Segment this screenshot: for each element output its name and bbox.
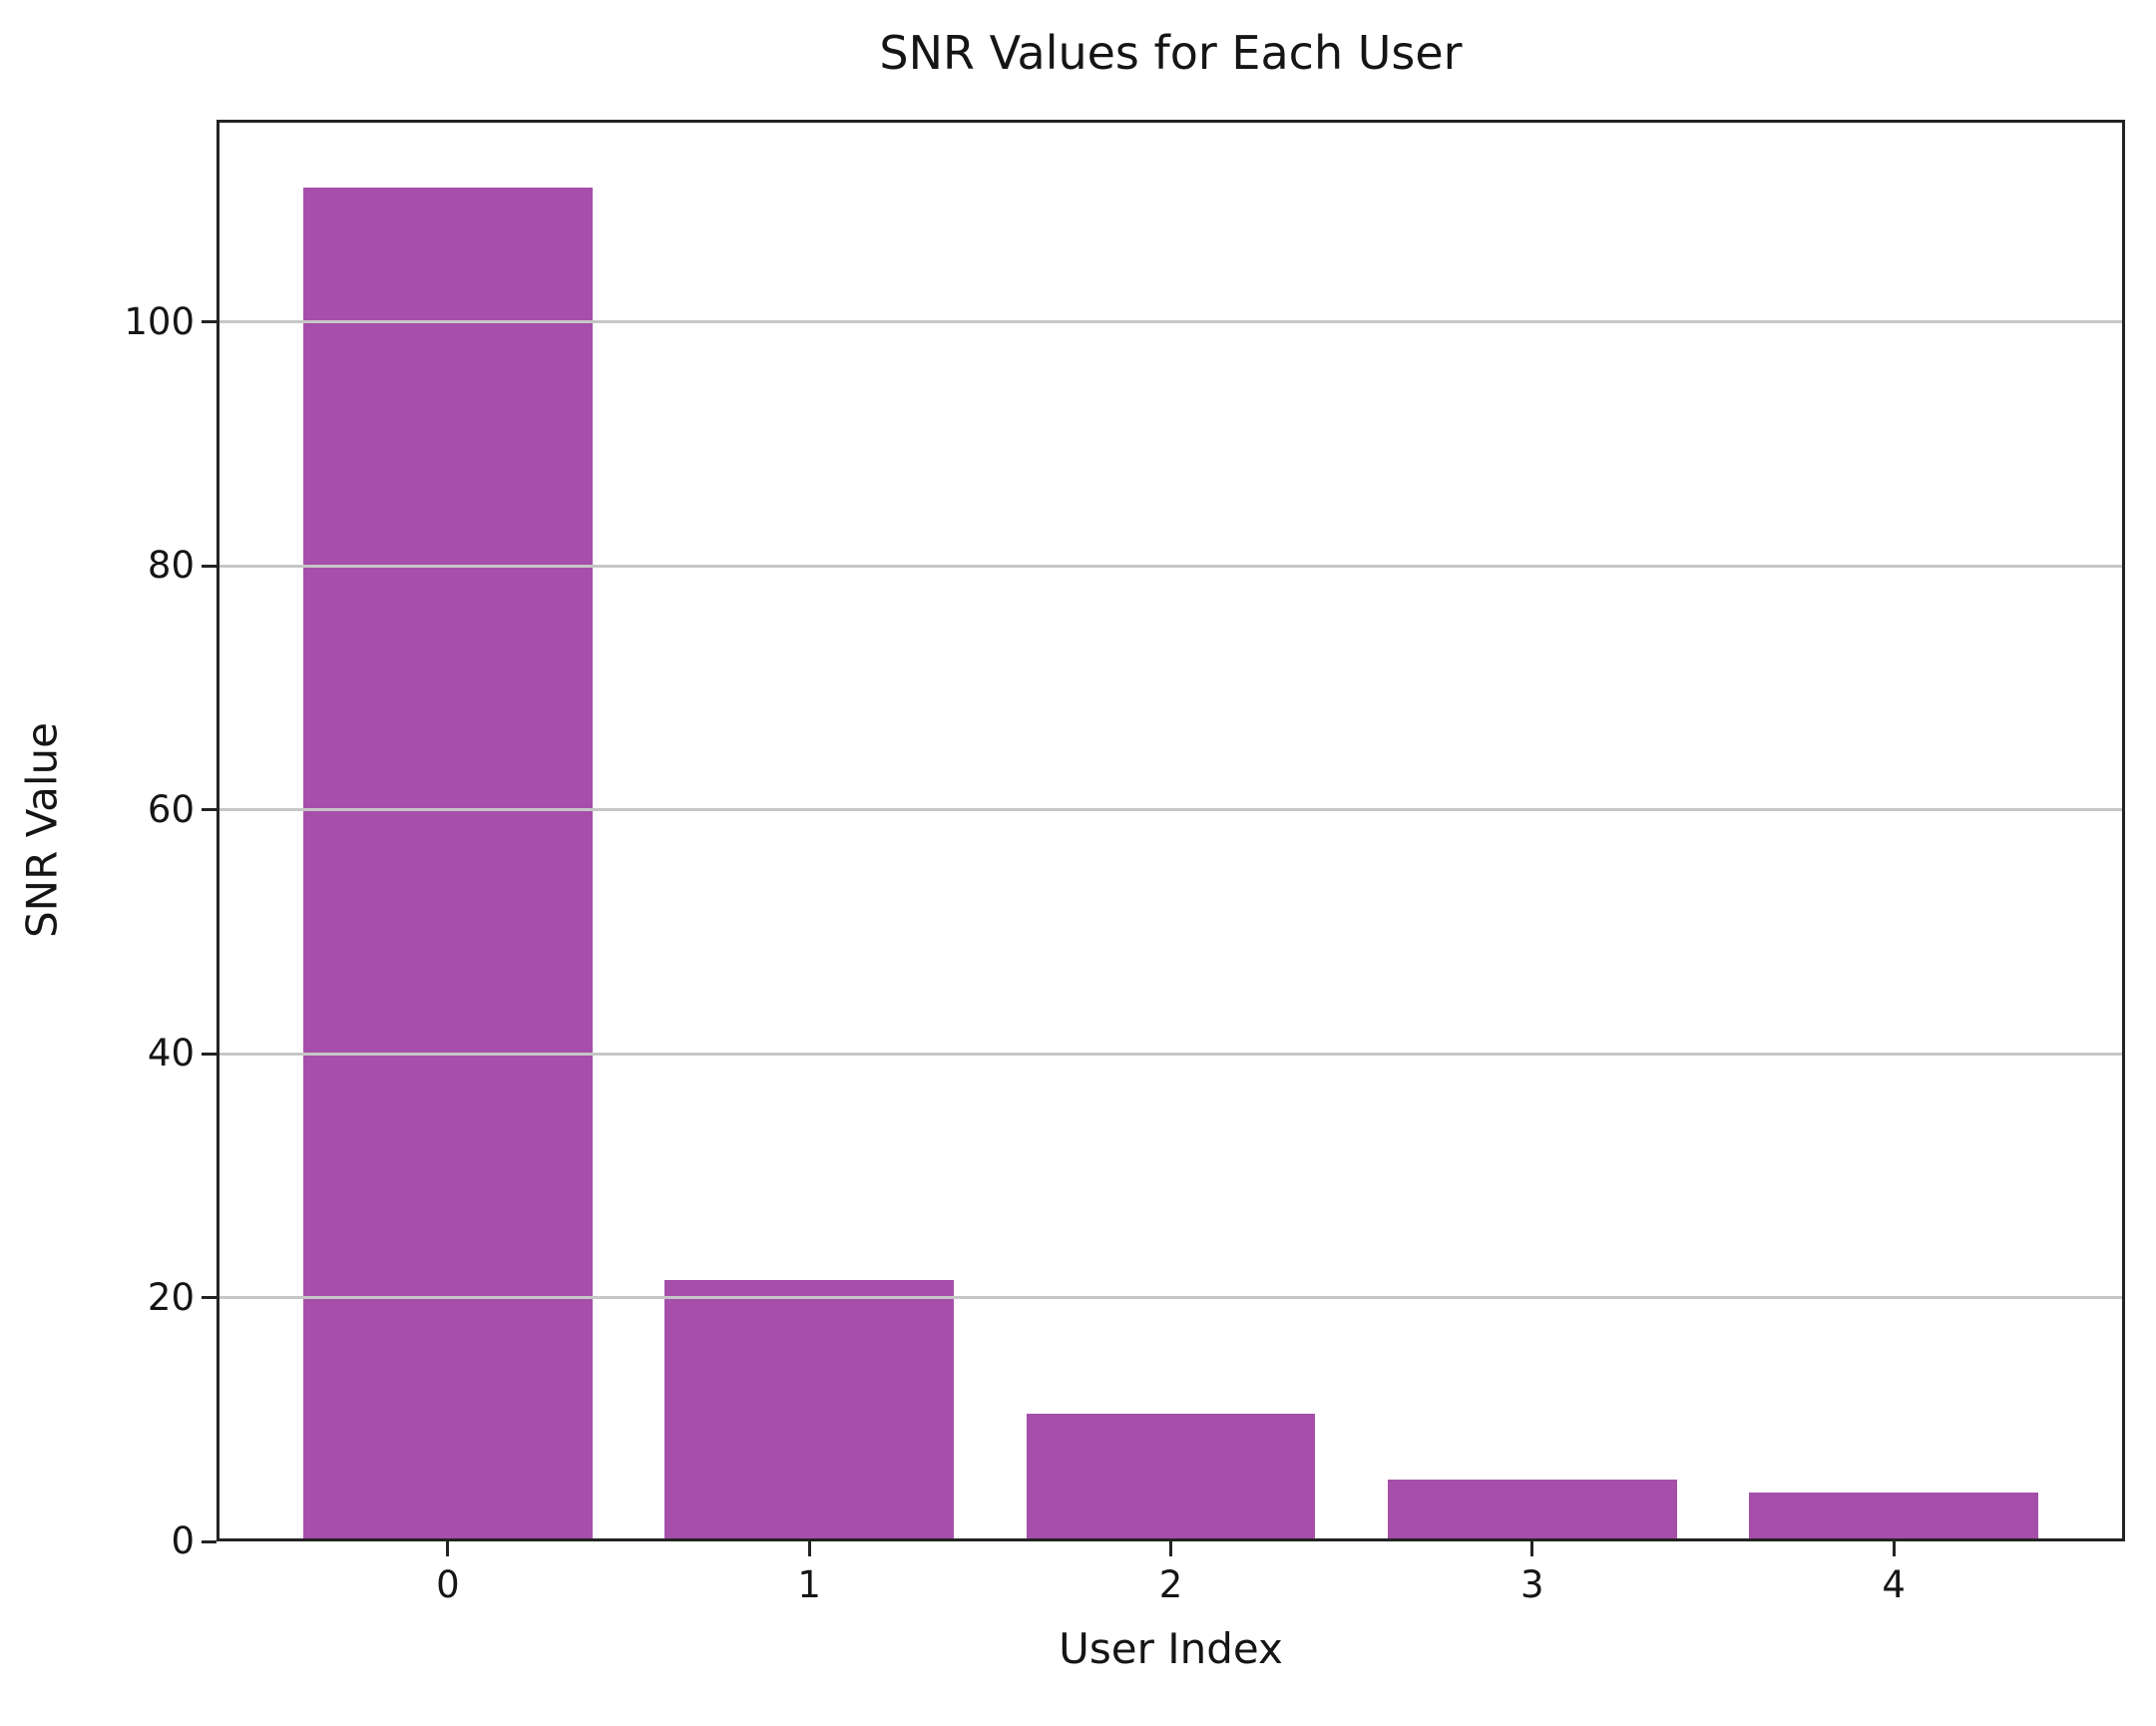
y-tick-label-0: 0 [171, 1519, 195, 1562]
y-tick-label-40: 40 [147, 1032, 195, 1076]
gridline-y-60 [216, 808, 2125, 812]
x-tick-3 [1530, 1541, 1534, 1556]
x-tick-label-0: 0 [436, 1563, 460, 1606]
y-tick-0 [202, 1539, 216, 1543]
x-tick-4 [1892, 1541, 1896, 1556]
x-tick-label-3: 3 [1520, 1563, 1544, 1606]
x-tick-label-4: 4 [1882, 1563, 1906, 1606]
x-tick-2 [1169, 1541, 1172, 1556]
bar-user-1 [664, 1280, 955, 1541]
gridline-y-20 [216, 1296, 2125, 1300]
y-tick-label-20: 20 [147, 1275, 195, 1319]
bar-user-0 [302, 188, 593, 1541]
gridline-y-40 [216, 1052, 2125, 1056]
gridline-y-100 [216, 320, 2125, 324]
y-tick-label-80: 80 [147, 544, 195, 588]
bar-user-3 [1387, 1479, 1677, 1541]
bar-user-4 [1749, 1493, 2039, 1541]
x-tick-0 [446, 1541, 450, 1556]
chart-title: SNR Values for Each User [879, 26, 1463, 80]
y-tick-label-100: 100 [124, 299, 195, 343]
y-tick-20 [202, 1296, 216, 1300]
bar-user-2 [1026, 1413, 1316, 1541]
x-tick-1 [807, 1541, 811, 1556]
plot-area: 0 20 40 60 80 100 0 1 2 3 4 [124, 120, 2125, 1606]
y-tick-40 [202, 1052, 216, 1056]
gridline-y-80 [216, 564, 2125, 568]
y-tick-100 [202, 320, 216, 324]
x-tick-label-1: 1 [797, 1563, 821, 1606]
y-tick-60 [202, 808, 216, 812]
y-tick-label-60: 60 [147, 787, 195, 831]
y-tick-80 [202, 564, 216, 568]
x-tick-label-2: 2 [1158, 1563, 1183, 1606]
x-axis-label: User Index [1059, 1624, 1283, 1673]
